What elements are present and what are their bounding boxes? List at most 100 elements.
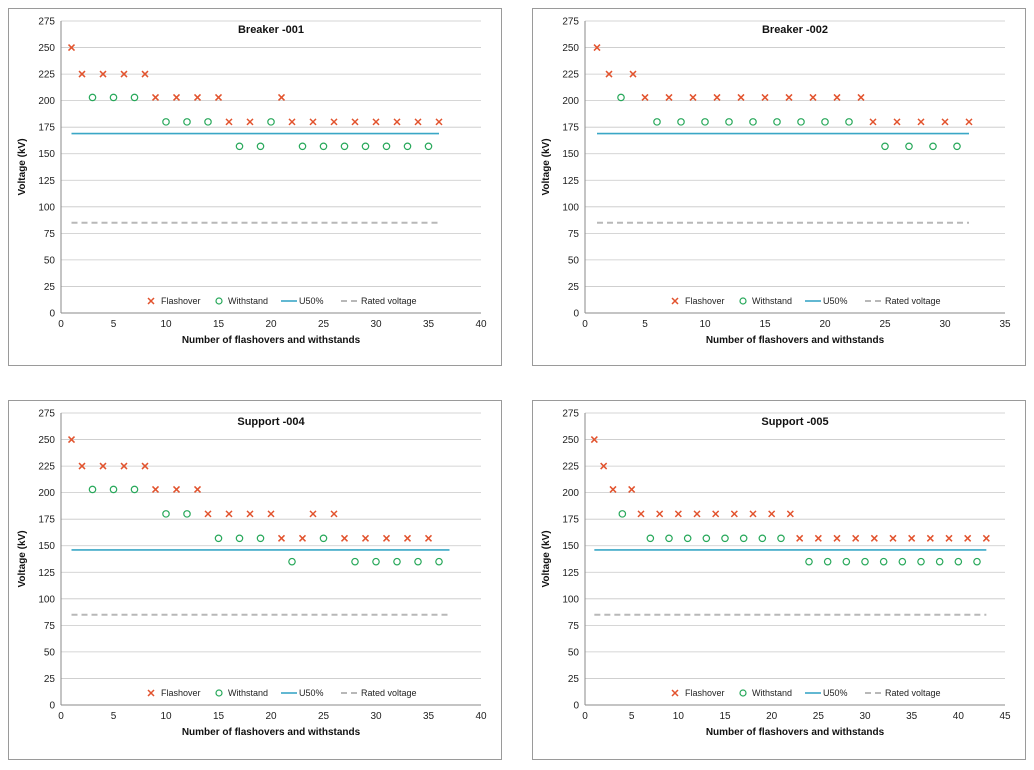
legend-rated-label: Rated voltage: [885, 688, 941, 698]
withstand-point: [905, 142, 913, 151]
flashover-stroke: [833, 534, 841, 542]
withstand-point: [879, 557, 888, 566]
withstand-point: [235, 142, 244, 151]
withstand-point: [414, 557, 422, 566]
legend-rated-label: Rated voltage: [361, 688, 417, 698]
flashover-stroke: [193, 93, 202, 101]
flashover-point: [852, 534, 860, 542]
y-tick-label: 50: [44, 255, 56, 266]
flashover-stroke: [351, 118, 359, 126]
withstand-point: [382, 142, 391, 151]
flashover-stroke: [749, 510, 757, 518]
chart-panel-breaker-002: 0 25 50 75 100 125 150 175 200 225 250 275 0 5 10 15 20 2…: [532, 8, 1026, 366]
legend-u50-label: U50%: [823, 688, 848, 698]
flashover-point: [435, 118, 443, 126]
withstand-point: [773, 118, 781, 126]
flashover-stroke: [656, 510, 664, 518]
flashover-stroke: [908, 534, 916, 542]
x-tick-label: 30: [859, 711, 871, 722]
y-tick-label: 50: [568, 255, 580, 266]
flashover-stroke: [78, 70, 86, 78]
legend: Flashover Withstand U50% Rated voltage: [147, 296, 417, 306]
flashover-point: [141, 70, 149, 78]
flashover-stroke: [330, 118, 338, 126]
y-tick-label: 175: [38, 515, 55, 526]
x-axis-label: Number of flashovers and withstands: [182, 727, 361, 738]
flashover-stroke: [361, 534, 370, 542]
flashover-stroke: [309, 118, 317, 126]
withstand-point: [665, 534, 673, 543]
flashover-stroke: [330, 510, 338, 518]
flashover-stroke: [870, 534, 878, 542]
flashover-point: [330, 510, 338, 518]
withstand-point: [340, 142, 349, 151]
chart-panel-support-005: 0 25 50 75 100 125 150 175 200 225 250 275 0 5 10 15 20 2…: [532, 400, 1026, 760]
withstand-point: [617, 93, 625, 102]
flashover-stroke: [67, 44, 76, 52]
flashover-stroke: [340, 534, 349, 542]
flashover-stroke: [225, 118, 233, 126]
y-tick-label: 250: [38, 435, 55, 446]
flashover-point: [786, 510, 794, 518]
flashover-stroke: [889, 534, 897, 542]
chart-title: Support -004: [237, 416, 305, 428]
flashover-stroke: [641, 93, 649, 101]
legend-withstand-label: Withstand: [228, 688, 268, 698]
withstand-point: [721, 534, 729, 543]
withstand-point: [618, 510, 627, 518]
chart-panel-support-004: 0 25 50 75 100 125 150 175 200 225 250 275 0 5 10 15 20 2…: [8, 400, 502, 760]
withstand-point: [823, 557, 832, 566]
x-tick-label: 40: [953, 711, 965, 722]
flashover-point: [809, 93, 817, 101]
flashover-stroke: [151, 93, 160, 101]
flashover-stroke: [204, 510, 212, 518]
flashover-point: [99, 462, 107, 470]
x-tick-label: 0: [58, 319, 64, 330]
legend-flashover-marker: [671, 689, 679, 697]
flashover-point: [340, 534, 349, 542]
chart-breaker-002: 0 25 50 75 100 125 150 175 200 225 250 275 0 5 10 15 20 2…: [541, 17, 1011, 347]
flashover-point: [193, 485, 202, 493]
flashover-stroke: [982, 534, 990, 542]
y-tick-label: 250: [562, 435, 579, 446]
legend: Flashover Withstand U50% Rated voltage: [671, 296, 941, 306]
y-tick-label: 175: [38, 123, 55, 134]
flashover-point: [965, 118, 973, 126]
flashover-stroke: [941, 118, 949, 126]
legend-flashover-label: Flashover: [161, 296, 201, 306]
flashover-point: [151, 93, 160, 101]
flashover-point: [609, 485, 617, 493]
flashover-point: [713, 93, 721, 101]
withstand-point: [797, 118, 805, 126]
flashover-point: [67, 436, 76, 444]
y-tick-label: 200: [562, 96, 579, 107]
flashover-stroke: [99, 70, 107, 78]
x-tick-label: 30: [939, 319, 951, 330]
flashover-point: [964, 534, 972, 542]
withstand-point: [130, 93, 139, 102]
withstand-point: [953, 142, 961, 151]
flashover-point: [403, 534, 412, 542]
withstand-point: [162, 118, 170, 126]
withstand-point: [954, 557, 963, 566]
y-tick-label: 225: [562, 70, 579, 81]
withstand-point: [739, 534, 748, 543]
flashover-point: [674, 510, 682, 518]
flashover-point: [172, 485, 181, 493]
x-axis-label: Number of flashovers and withstands: [706, 335, 885, 346]
legend-withstand-marker: [215, 297, 223, 305]
x-tick-label: 5: [111, 711, 117, 722]
flashover-stroke: [151, 485, 160, 493]
flashover-point: [893, 118, 901, 126]
y-tick-label: 200: [38, 96, 55, 107]
legend-withstand-label: Withstand: [752, 688, 792, 698]
flashover-stroke: [141, 70, 149, 78]
withstand-point: [435, 557, 443, 566]
legend-flashover-marker: [147, 297, 155, 305]
legend: Flashover Withstand U50% Rated voltage: [147, 688, 417, 698]
withstand-point: [351, 557, 359, 566]
flashover-point: [204, 510, 212, 518]
flashover-point: [768, 510, 776, 518]
withstand-point: [973, 557, 981, 566]
chart-panel-breaker-001: 0 25 50 75 100 125 150 175 200 225 250 275 0 5 10 15 20 2…: [8, 8, 502, 366]
